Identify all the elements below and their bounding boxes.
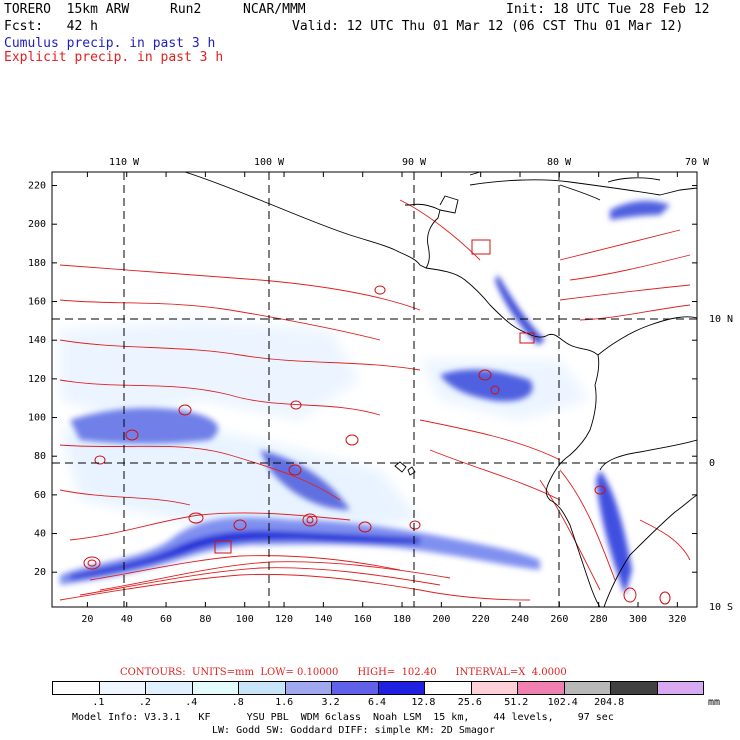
coastlines [184, 172, 697, 607]
legend-swatch [192, 682, 239, 694]
longitude-label: 70 W [685, 157, 710, 168]
legend-swatch [53, 682, 100, 694]
legend-label: .2 [138, 697, 151, 708]
precip-field [52, 172, 697, 607]
cumulus-light-area [60, 320, 360, 420]
y-tick-label: 80 [34, 451, 46, 462]
legend-swatch [657, 682, 703, 694]
x-tick-label: 60 [160, 614, 172, 625]
x-tick-label: 140 [314, 614, 332, 625]
precip-cluster-costa-rica [495, 275, 545, 345]
legend-label: .8 [231, 697, 244, 708]
x-axis-labels: 20 40 60 80 100 120 140 160 180 200 220 240 260 280 30… [81, 614, 686, 625]
legend-swatch [99, 682, 146, 694]
x-tick-label: 40 [121, 614, 133, 625]
longitude-label: 80 W [547, 157, 572, 168]
lat-lon-grid [52, 172, 697, 607]
y-tick-label: 200 [28, 219, 46, 230]
x-tick-label: 320 [668, 614, 686, 625]
latitude-label: 10 S [709, 602, 733, 613]
cumulus-light-area-2 [60, 420, 420, 540]
y-tick-label: 180 [28, 258, 46, 269]
y-tick-label: 100 [28, 413, 46, 424]
legend-swatch [332, 682, 379, 694]
x-tick-label: 260 [550, 614, 568, 625]
longitude-label: 110 W [109, 157, 140, 168]
legend-swatch [611, 682, 658, 694]
x-tick-label: 160 [354, 614, 372, 625]
x-tick-label: 80 [199, 614, 211, 625]
x-tick-label: 220 [472, 614, 490, 625]
legend-label: .1 [92, 697, 105, 708]
valid-time: Valid: 12 UTC Thu 01 Mar 12 (06 CST Thu … [292, 19, 684, 34]
latitude-label: 10 N [709, 314, 733, 325]
y-tick-label: 160 [28, 297, 46, 308]
longitude-labels: 110 W 100 W 90 W 80 W 70 W [109, 157, 710, 168]
legend-label: 12.8 [411, 697, 436, 708]
axis-ticks [52, 172, 697, 607]
y-tick-label: 40 [34, 529, 46, 540]
explicit-precip-cells [83, 285, 671, 605]
x-tick-label: 120 [275, 614, 293, 625]
precip-legend [52, 681, 704, 695]
y-tick-label: 140 [28, 335, 46, 346]
legend-label: 1.6 [275, 697, 294, 708]
legend-swatch [425, 682, 472, 694]
legend-swatch [518, 682, 565, 694]
model-title: TORERO 15km ARW [4, 2, 130, 17]
precip-cluster-central [260, 450, 350, 510]
x-tick-label: 180 [393, 614, 411, 625]
legend-swatch [471, 682, 518, 694]
itcz-band [60, 517, 540, 585]
precip-cluster-peru [596, 470, 632, 595]
y-tick-label: 60 [34, 490, 46, 501]
run-label: Run2 [170, 2, 202, 17]
org-label: NCAR/MMM [243, 2, 306, 17]
x-tick-label: 100 [236, 614, 254, 625]
legend-label: 3.2 [321, 697, 340, 708]
explicit-precip-contours [59, 199, 691, 601]
precip-cluster-west [70, 408, 219, 444]
legend-swatch [285, 682, 332, 694]
y-axis-labels: 20 40 60 80 100 120 140 160 180 200 220 [28, 181, 46, 579]
contour-info: CONTOURS: UNITS=mm LOW= 0.10000 HIGH= 10… [120, 667, 567, 678]
itcz-core [70, 530, 420, 580]
latitude-labels: 10 N 0 10 S [709, 314, 733, 613]
x-tick-label: 200 [432, 614, 450, 625]
legend-label: 102.4 [547, 697, 578, 708]
galapagos-islands [394, 461, 416, 476]
precip-cluster-caribbean [610, 200, 670, 220]
latitude-label: 0 [709, 458, 715, 469]
x-tick-label: 300 [629, 614, 647, 625]
y-tick-label: 120 [28, 374, 46, 385]
legend-label: 25.6 [457, 697, 482, 708]
legend-swatch [378, 682, 425, 694]
model-info-line1: Model Info: V3.3.1 KF YSU PBL WDM 6class… [72, 712, 614, 723]
legend-label: 51.2 [504, 697, 529, 708]
forecast-hour: Fcst: 42 h [4, 19, 98, 34]
legend-label: .4 [185, 697, 198, 708]
legend-swatch [239, 682, 286, 694]
y-tick-label: 20 [34, 567, 46, 578]
precip-cluster-panama [440, 369, 533, 402]
init-time: Init: 18 UTC Tue 28 Feb 12 [506, 2, 710, 17]
explicit-label: Explicit precip. in past 3 h [4, 50, 224, 65]
y-tick-label: 220 [28, 181, 46, 192]
legend-swatch [146, 682, 193, 694]
model-info-line2: LW: Godd SW: Goddard DIFF: simple KM: 2D… [212, 725, 495, 736]
legend-label: 204.8 [594, 697, 625, 708]
longitude-label: 90 W [402, 157, 427, 168]
legend-label: 6.4 [367, 697, 387, 708]
x-tick-label: 20 [81, 614, 93, 625]
longitude-label: 100 W [254, 157, 285, 168]
cumulus-label: Cumulus precip. in past 3 h [4, 36, 216, 51]
legend-swatch [564, 682, 611, 694]
station-boxes [214, 239, 535, 554]
x-tick-label: 280 [590, 614, 608, 625]
x-tick-label: 240 [511, 614, 529, 625]
legend-units: mm [708, 697, 721, 708]
